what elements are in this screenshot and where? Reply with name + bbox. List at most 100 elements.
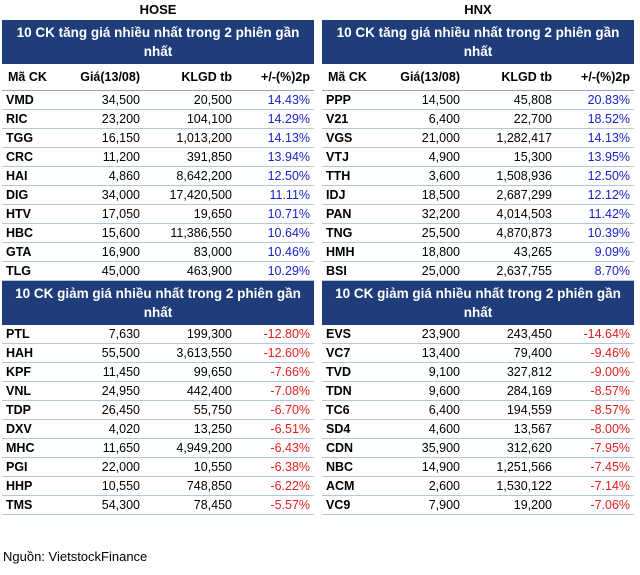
table-row: IDJ 18,500 2,687,299 12.12% [322,185,635,205]
avg-volume: 104,100 [144,109,236,129]
table-row: VNL 24,950 442,400 -7.08% [2,381,315,401]
change-percent: 18.52% [556,109,635,129]
change-percent: 8.70% [556,261,635,281]
avg-volume: 8,642,200 [144,166,236,186]
table-row: HTV 17,050 19,650 10.71% [2,204,315,224]
price: 3,600 [386,166,464,186]
table-row: HHP 10,550 748,850 -6.22% [2,476,315,496]
avg-volume: 11,386,550 [144,223,236,243]
price: 26,450 [66,400,144,420]
avg-volume: 10,550 [144,457,236,477]
stock-symbol: PAN [322,204,386,224]
table-row: EVS 23,900 243,450 -14.64% [322,325,635,344]
avg-volume: 748,850 [144,476,236,496]
stock-symbol: CDN [322,438,386,458]
table-row: HAH 55,500 3,613,550 -12.60% [2,343,315,363]
price: 23,900 [386,325,464,344]
avg-volume: 19,200 [464,495,556,515]
change-percent: -7.66% [236,362,315,382]
hnx-gainers-header: Mã CK Giá(13/08) KLGD tb +/-(%)2p [322,64,635,91]
price: 21,000 [386,128,464,148]
price: 17,050 [66,204,144,224]
table-row: VC7 13,400 79,400 -9.46% [322,343,635,363]
price: 4,900 [386,147,464,167]
table-row: DXV 4,020 13,250 -6.51% [2,419,315,439]
table-row: PGI 22,000 10,550 -6.38% [2,457,315,477]
table-row: TGG 16,150 1,013,200 14.13% [2,128,315,148]
price: 15,600 [66,223,144,243]
stock-symbol: HAH [2,343,66,363]
stock-symbol: BSI [322,261,386,281]
stock-symbol: VTJ [322,147,386,167]
stock-symbol: MHC [2,438,66,458]
change-percent: 10.29% [236,261,315,281]
change-percent: 12.50% [556,166,635,186]
price: 7,630 [66,325,144,344]
stock-symbol: TLG [2,261,66,281]
price: 11,200 [66,147,144,167]
price: 13,400 [386,343,464,363]
table-row: V21 6,400 22,700 18.52% [322,109,635,129]
col-change: +/-(%)2p [556,64,635,91]
avg-volume: 284,169 [464,381,556,401]
price: 22,000 [66,457,144,477]
table-row: VC9 7,900 19,200 -7.06% [322,495,635,515]
col-change: +/-(%)2p [236,64,315,91]
stock-symbol: TTH [322,166,386,186]
price: 34,500 [66,90,144,110]
change-percent: 20.83% [556,90,635,110]
stock-symbol: SD4 [322,419,386,439]
avg-volume: 13,250 [144,419,236,439]
change-percent: -7.08% [236,381,315,401]
table-row: VMD 34,500 20,500 14.43% [2,90,315,110]
avg-volume: 55,750 [144,400,236,420]
change-percent: 14.29% [236,109,315,129]
avg-volume: 13,567 [464,419,556,439]
stock-symbol: RIC [2,109,66,129]
stock-symbol: IDJ [322,185,386,205]
avg-volume: 2,637,755 [464,261,556,281]
price: 18,500 [386,185,464,205]
table-row: RIC 23,200 104,100 14.29% [2,109,315,129]
avg-volume: 1,282,417 [464,128,556,148]
hnx-losers-title: 10 CK giảm giá nhiều nhất trong 2 phiên … [322,280,635,325]
price: 4,600 [386,419,464,439]
stock-symbol: VMD [2,90,66,110]
table-row: KPF 11,450 99,650 -7.66% [2,362,315,382]
avg-volume: 45,808 [464,90,556,110]
stock-symbol: CRC [2,147,66,167]
avg-volume: 83,000 [144,242,236,262]
price: 14,900 [386,457,464,477]
change-percent: -6.43% [236,438,315,458]
stock-symbol: TMS [2,495,66,515]
price: 24,950 [66,381,144,401]
change-percent: -6.38% [236,457,315,477]
price: 32,200 [386,204,464,224]
price: 2,600 [386,476,464,496]
price: 14,500 [386,90,464,110]
stock-symbol: PPP [322,90,386,110]
avg-volume: 79,400 [464,343,556,363]
hose-losers-title: 10 CK giảm giá nhiều nhất trong 2 phiên … [2,280,315,325]
change-percent: 10.39% [556,223,635,243]
change-percent: -7.06% [556,495,635,515]
avg-volume: 1,013,200 [144,128,236,148]
table-row: GTA 16,900 83,000 10.46% [2,242,315,262]
stock-symbol: TGG [2,128,66,148]
avg-volume: 4,014,503 [464,204,556,224]
change-percent: 12.12% [556,185,635,205]
change-percent: 11.42% [556,204,635,224]
price: 7,900 [386,495,464,515]
avg-volume: 20,500 [144,90,236,110]
change-percent: 10.46% [236,242,315,262]
avg-volume: 1,508,936 [464,166,556,186]
price: 10,550 [66,476,144,496]
avg-volume: 99,650 [144,362,236,382]
table-row: SD4 4,600 13,567 -8.00% [322,419,635,439]
price: 9,100 [386,362,464,382]
col-price: Giá(13/08) [66,64,144,91]
stock-symbol: HAI [2,166,66,186]
avg-volume: 4,870,873 [464,223,556,243]
stock-symbol: GTA [2,242,66,262]
avg-volume: 43,265 [464,242,556,262]
